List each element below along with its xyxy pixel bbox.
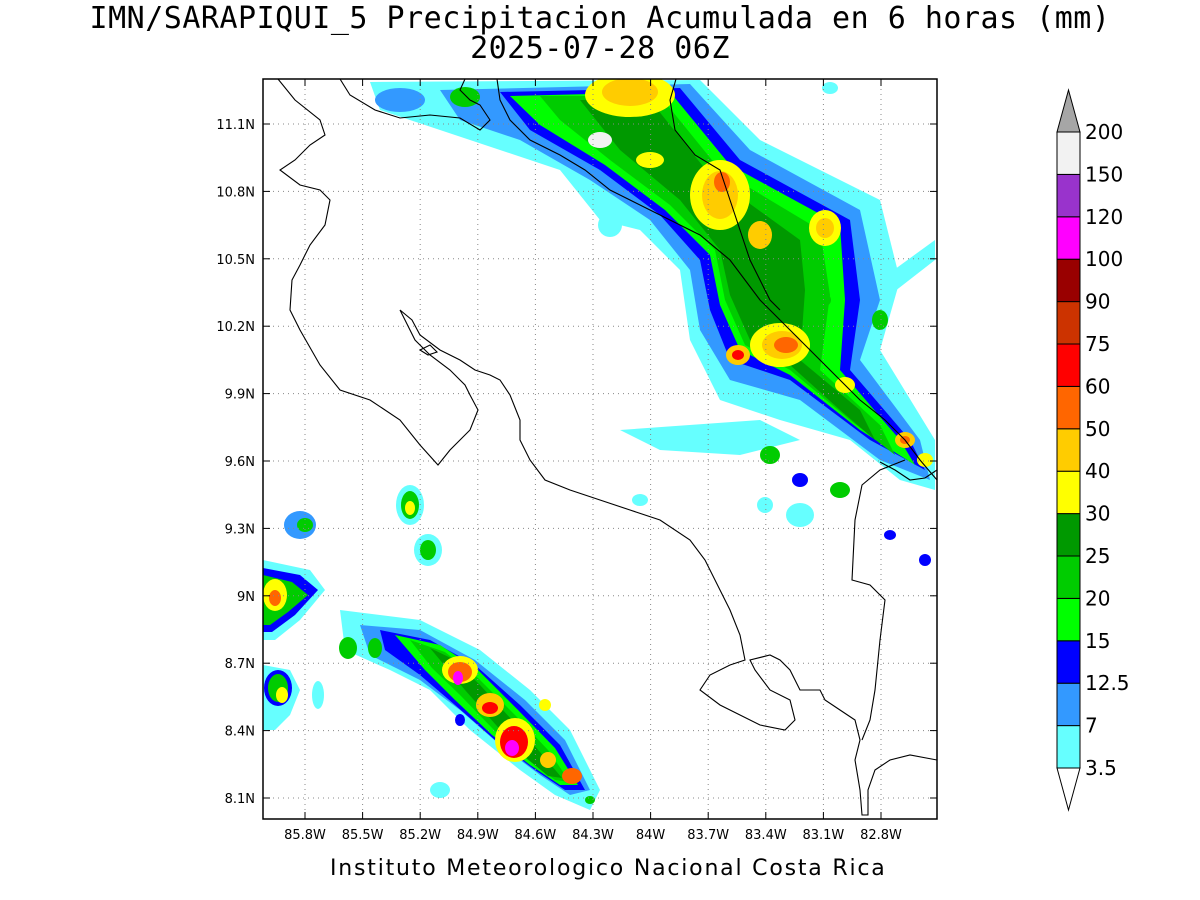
colorbar-swatch <box>1056 173 1081 218</box>
colorbar-swatch <box>1056 597 1081 642</box>
colorbar-swatch <box>1056 725 1081 769</box>
colorbar-level-label: 75 <box>1085 332 1110 356</box>
lat-tick-label: 8.4N <box>225 725 255 740</box>
colorbar-level-label: 100 <box>1085 247 1123 271</box>
lon-tick-label: 84.3W <box>572 828 614 843</box>
lon-tick-label: 83.7W <box>687 828 729 843</box>
lat-tick-label: 8.7N <box>225 657 255 672</box>
colorbar-level-label: 90 <box>1085 290 1110 314</box>
lat-tick-label: 10.8N <box>216 185 255 200</box>
rain-band-southwest <box>263 485 648 810</box>
colorbar-level-label: 40 <box>1085 459 1110 483</box>
lon-tick-label: 85.8W <box>284 828 326 843</box>
lat-tick-label: 9.3N <box>225 522 255 537</box>
colorbar-swatch <box>1056 682 1081 727</box>
lat-tick-label: 8.1N <box>225 792 255 807</box>
lat-tick-label: 9N <box>237 590 255 605</box>
colorbar-level-label: 7 <box>1085 714 1098 738</box>
rain-band-northeast <box>370 79 935 566</box>
colorbar-level-label: 120 <box>1085 205 1123 229</box>
colorbar-level-label: 60 <box>1085 374 1110 398</box>
lon-tick-label: 83.4W <box>745 828 787 843</box>
title-line-2: 2025-07-28 06Z <box>470 31 730 66</box>
lat-tick-label: 10.5N <box>216 253 255 268</box>
colorbar-level-label: 30 <box>1085 502 1110 526</box>
lat-tick-label: 9.6N <box>225 455 255 470</box>
lon-tick-label: 85.5W <box>342 828 384 843</box>
footer-credit: Instituto Meteorologico Nacional Costa R… <box>330 856 887 881</box>
colorbar-swatch <box>1056 640 1081 684</box>
colorbar-swatch <box>1056 258 1081 303</box>
lat-tick-label: 11.1N <box>216 118 255 133</box>
lon-tick-label: 82.8W <box>860 828 902 843</box>
colorbar-swatch <box>1056 513 1081 557</box>
lon-tick-label: 85.2W <box>399 828 441 843</box>
lon-tick-label: 84W <box>636 828 666 843</box>
colorbar-level-label: 15 <box>1085 629 1110 653</box>
colorbar-arrow-top <box>1056 88 1081 133</box>
colorbar-level-label: 25 <box>1085 544 1110 568</box>
colorbar-swatch <box>1056 216 1081 260</box>
title-line-1: IMN/SARAPIQUI_5 Precipitacion Acumulada … <box>89 1 1111 36</box>
plot-frame <box>262 78 938 820</box>
colorbar-level-label: 12.5 <box>1085 671 1130 695</box>
colorbar-level-label: 200 <box>1085 120 1123 144</box>
lat-tick-label: 10.2N <box>216 320 255 335</box>
lon-tick-label: 83.1W <box>802 828 844 843</box>
map-title: IMN/SARAPIQUI_5 Precipitacion Acumulada … <box>0 4 1200 64</box>
colorbar-swatch <box>1056 385 1081 430</box>
colorbar-level-label: 50 <box>1085 417 1110 441</box>
colorbar-level-label: 150 <box>1085 162 1123 186</box>
colorbar-swatch <box>1056 555 1081 599</box>
axis-ticks: 11.1N 10.8N 10.5N 10.2N 9.9N 9.6N 9.3N 9N 8.7N 8.… <box>216 79 937 843</box>
lat-tick-label: 9.9N <box>225 388 255 403</box>
colorbar: 3.5 7 12.5 15 20 25 30 40 50 60 75 90 100 120 150 200 <box>1056 88 1130 812</box>
graticule <box>263 79 937 819</box>
colorbar-swatch <box>1056 343 1081 387</box>
coastlines <box>277 79 937 816</box>
colorbar-level-label: 20 <box>1085 586 1110 610</box>
colorbar-level-label: 3.5 <box>1085 756 1117 780</box>
colorbar-arrow-bottom <box>1056 767 1081 812</box>
lon-tick-label: 84.6W <box>514 828 556 843</box>
colorbar-swatch <box>1056 470 1081 515</box>
colorbar-swatch <box>1056 428 1081 472</box>
lon-tick-label: 84.9W <box>457 828 499 843</box>
colorbar-swatch <box>1056 301 1081 345</box>
colorbar-swatch <box>1056 131 1081 175</box>
precipitation-field <box>263 79 935 810</box>
